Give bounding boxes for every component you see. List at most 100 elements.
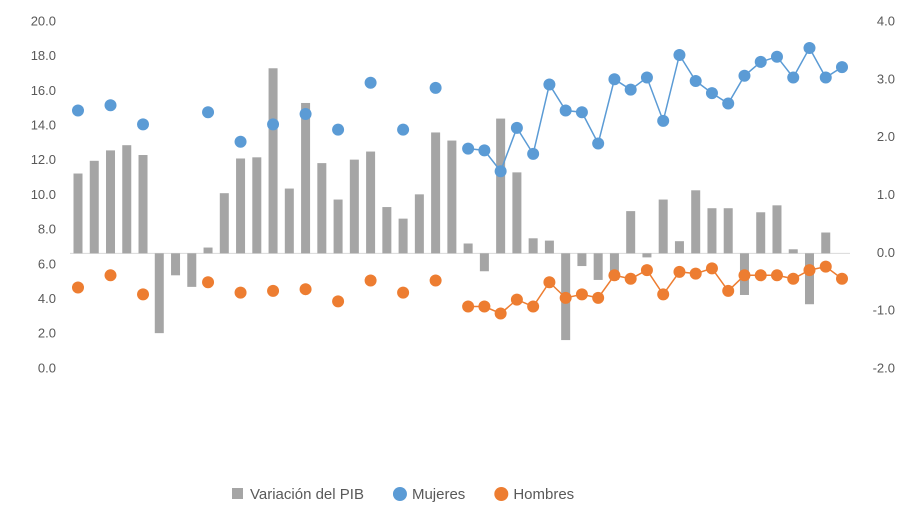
point	[494, 165, 507, 178]
bar	[626, 211, 636, 254]
point	[462, 142, 475, 155]
point	[738, 69, 751, 82]
y-tick-label: 16.0	[31, 83, 56, 98]
bar	[171, 253, 181, 276]
bar	[723, 208, 733, 254]
point	[640, 71, 653, 84]
point	[104, 269, 117, 282]
point	[559, 104, 572, 117]
y-tick-label: 6.0	[38, 256, 56, 271]
legend-label: Variación del PIB	[250, 486, 364, 503]
point	[397, 123, 410, 136]
bar	[268, 68, 278, 254]
point	[527, 147, 540, 160]
bar	[544, 240, 554, 254]
y-tick-label: 2.0	[38, 326, 56, 341]
point	[575, 106, 588, 119]
point	[332, 295, 345, 308]
legend-label: Hombres	[513, 486, 574, 503]
bar	[122, 145, 132, 254]
point	[137, 118, 150, 131]
point	[722, 97, 735, 110]
point	[705, 262, 718, 275]
point	[397, 286, 410, 299]
bar	[528, 238, 538, 254]
point	[689, 267, 702, 280]
point	[202, 276, 215, 289]
y2-tick-label: 1.0	[877, 187, 895, 202]
point	[624, 272, 637, 285]
bar	[577, 253, 587, 267]
y-tick-label: 18.0	[31, 48, 56, 63]
y2-tick-label: 2.0	[877, 129, 895, 144]
bar	[431, 132, 441, 254]
point	[819, 71, 832, 84]
bar	[447, 140, 457, 254]
point	[787, 71, 800, 84]
legend-label: Mujeres	[412, 486, 465, 503]
point	[364, 274, 377, 287]
bar	[236, 158, 246, 254]
point	[478, 144, 491, 157]
point	[657, 114, 670, 127]
point	[673, 265, 686, 278]
point	[478, 300, 491, 313]
bar	[349, 159, 359, 254]
bar	[414, 194, 424, 254]
point	[803, 264, 816, 277]
legend-swatch	[232, 488, 243, 499]
point	[836, 272, 848, 285]
point	[608, 269, 621, 282]
point	[234, 286, 247, 299]
point	[364, 76, 377, 89]
point	[494, 307, 507, 320]
point	[137, 288, 150, 301]
point	[462, 300, 475, 313]
bar	[609, 253, 619, 280]
point	[510, 121, 523, 134]
bar	[821, 232, 831, 254]
point	[770, 50, 783, 63]
point	[104, 99, 117, 112]
bar	[772, 205, 782, 254]
point	[299, 283, 312, 296]
bar	[398, 218, 408, 254]
point	[787, 272, 800, 285]
point	[543, 276, 556, 289]
y-tick-label: 0.0	[38, 360, 56, 375]
bar	[496, 118, 506, 254]
bar	[203, 247, 213, 254]
bar	[642, 253, 652, 258]
point	[592, 291, 605, 304]
bar	[479, 253, 489, 272]
point	[722, 284, 735, 297]
bar	[756, 212, 766, 254]
point	[803, 42, 816, 55]
legend-swatch	[494, 487, 509, 501]
point	[770, 269, 783, 282]
point	[754, 55, 767, 68]
point	[608, 73, 621, 86]
bar	[317, 163, 327, 254]
point	[543, 78, 556, 91]
point	[510, 293, 523, 306]
point	[624, 83, 637, 96]
bar	[154, 253, 164, 334]
point	[267, 118, 280, 131]
bar	[106, 150, 116, 254]
point	[267, 284, 280, 297]
point	[836, 61, 848, 74]
bar	[382, 207, 392, 254]
point	[819, 260, 832, 273]
y2-tick-label: 0.0	[877, 245, 895, 260]
bar	[138, 155, 148, 254]
bar	[89, 160, 99, 254]
point	[429, 81, 442, 94]
bar	[691, 190, 701, 254]
point	[689, 74, 702, 87]
point	[202, 106, 215, 119]
y-tick-label: 14.0	[31, 118, 56, 133]
point	[299, 107, 312, 120]
y2-tick-label: 4.0	[877, 13, 895, 28]
